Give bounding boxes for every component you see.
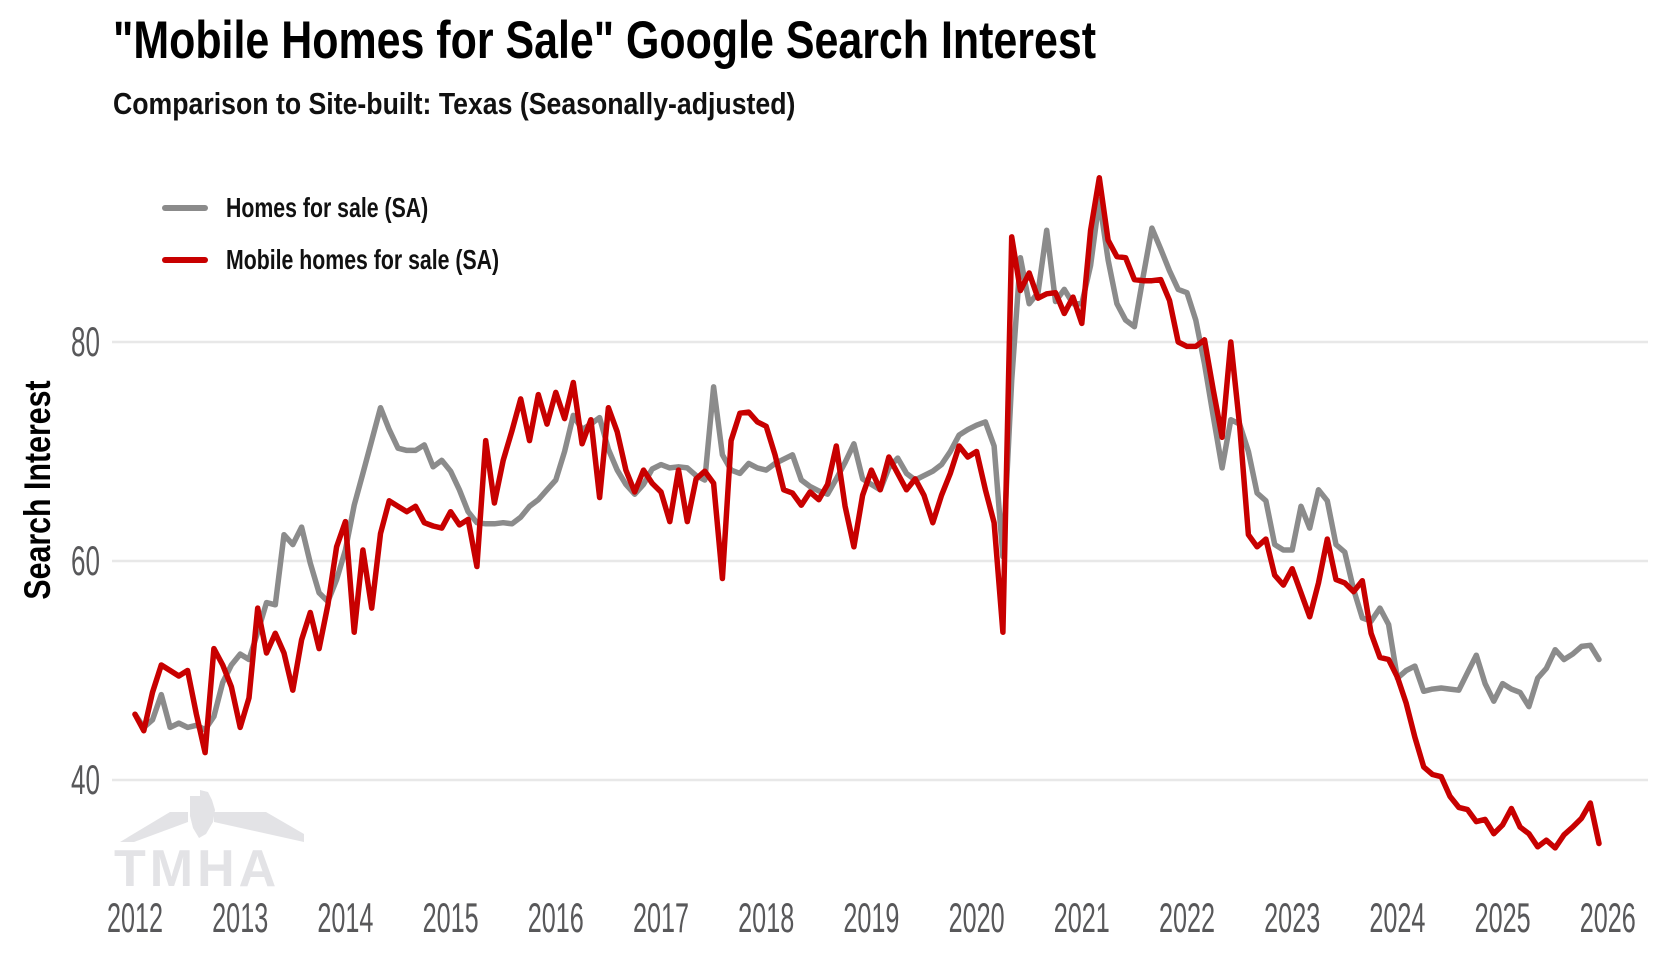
tmha-watermark: TMHA: [114, 790, 314, 898]
legend-label: Mobile homes for sale (SA): [226, 244, 500, 275]
legend-item-mobile-homes-for-sale: Mobile homes for sale (SA): [162, 242, 585, 278]
x-tick-label-2022: 2022: [1159, 896, 1215, 942]
y-tick-label-40: 40: [71, 757, 100, 804]
x-tick-label-2024: 2024: [1369, 896, 1425, 942]
x-tick-label-2014: 2014: [317, 896, 373, 942]
x-tick-label-2015: 2015: [423, 896, 479, 942]
y-tick-label-60: 60: [71, 538, 100, 585]
x-tick-label-2026: 2026: [1580, 896, 1636, 942]
x-tick-label-2021: 2021: [1054, 896, 1110, 942]
page-subtitle: Comparison to Site-built: Texas (Seasona…: [113, 86, 796, 121]
x-tick-label-2025: 2025: [1475, 896, 1531, 942]
x-tick-label-2020: 2020: [949, 896, 1005, 942]
x-tick-label-2013: 2013: [212, 896, 268, 942]
tmha-text: TMHA: [114, 840, 280, 895]
x-tick-label-2012: 2012: [107, 896, 163, 942]
x-tick-label-2017: 2017: [633, 896, 689, 942]
series-line-mobile-homes-for-sale: [132, 175, 1602, 851]
mobile-line-swatch-icon: [162, 257, 208, 263]
legend-item-homes-for-sale: Homes for sale (SA): [162, 190, 585, 226]
x-tick-label-2018: 2018: [738, 896, 794, 942]
x-tick-label-2019: 2019: [843, 896, 899, 942]
x-tick-label-2023: 2023: [1264, 896, 1320, 942]
tmha-roof-icon: TMHA: [114, 790, 304, 898]
chart-legend: Homes for sale (SA) Mobile homes for sal…: [162, 190, 585, 294]
x-tick-label-2016: 2016: [528, 896, 584, 942]
y-tick-label-80: 80: [71, 319, 100, 366]
page-title: "Mobile Homes for Sale" Google Search In…: [113, 11, 1097, 70]
homes-line-swatch-icon: [162, 205, 208, 211]
legend-label: Homes for sale (SA): [226, 192, 429, 223]
